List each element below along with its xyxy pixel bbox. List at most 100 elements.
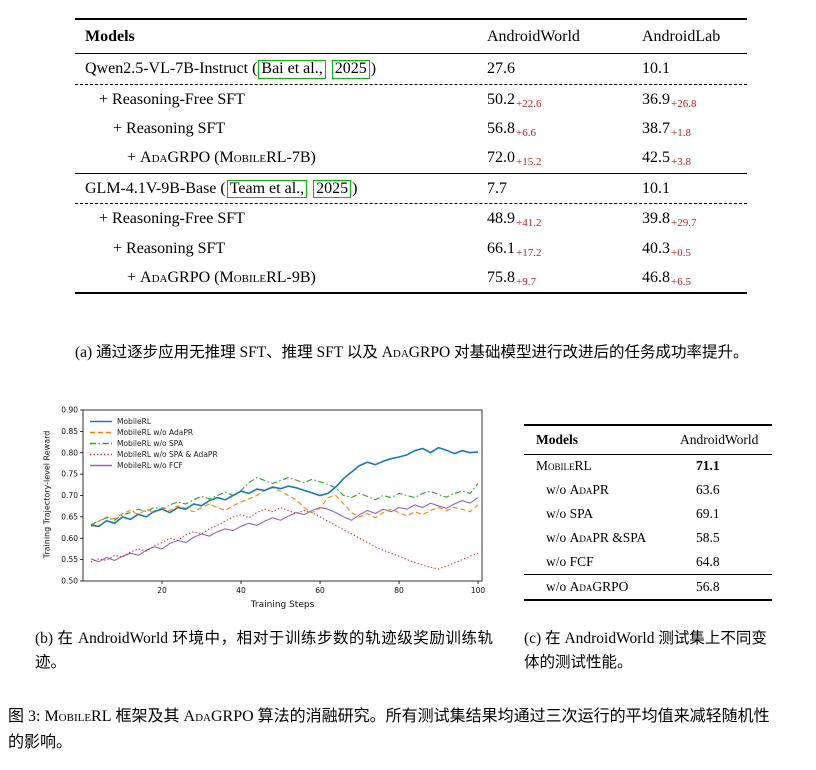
text-segment: + Reasoning SFT: [113, 239, 226, 257]
metric-value: 71.1: [696, 458, 720, 474]
text-segment: w/o: [546, 530, 570, 545]
table-row: Qwen2.5-VL-7B-Instruct (Bai et al., 2025…: [75, 54, 747, 84]
x-tick-label: 80: [394, 586, 404, 595]
text-segment: (a) 通过逐步应用无推理 SFT、推理 SFT 以及: [75, 344, 382, 361]
legend-line-sample: [90, 453, 112, 456]
model-label: + Reasoning SFT: [75, 119, 487, 138]
legend-item: MobileRL w/o SPA: [89, 438, 218, 449]
legend-item: MobileRL w/o SPA & AdaPR: [89, 449, 218, 460]
column-header-models: Models: [85, 28, 135, 45]
model-label: GLM-4.1V-9B-Base (Team et al., 2025): [75, 179, 487, 199]
column-header-androidlab: AndroidLab: [642, 28, 721, 45]
metric-cell: 27.6: [487, 59, 642, 78]
y-tick-label: 0.60: [61, 534, 78, 543]
citation-link[interactable]: Bai et al.,: [258, 60, 326, 79]
variant-label: w/o FCF: [524, 554, 680, 571]
x-tick-label: 100: [471, 586, 486, 595]
text-segment: Qwen2.5-VL-7B-Instruct (: [85, 60, 258, 78]
metric-value: 66.1: [487, 239, 515, 257]
metric-value: 72.0: [487, 149, 515, 167]
text-segment: 算法的消融研究。所有测试集结果均通过三次运行的平均值来减轻随机性的影响。: [8, 708, 770, 751]
text-segment: 图 3:: [8, 708, 45, 725]
text-segment: [327, 60, 331, 77]
citation-link[interactable]: Team et al.,: [226, 179, 308, 199]
text-segment: [308, 180, 312, 197]
metric-delta: +3.8: [671, 156, 691, 169]
metric-value: 46.8: [642, 268, 670, 286]
text-segment: 框架及其: [111, 708, 184, 725]
table-row: + Reasoning-Free SFT 48.9+41.2 39.8+29.7: [75, 204, 747, 233]
column-header-androidworld: AndroidWorld: [487, 28, 580, 45]
x-tick-label: 40: [236, 586, 246, 595]
citation-link[interactable]: 2025: [331, 60, 370, 79]
metric-cell: 10.1: [642, 179, 747, 198]
table-toprule: [524, 424, 772, 426]
metric-cell: 38.7+1.8: [642, 119, 747, 139]
reward-chart-plot: 0.50 0.55 0.60 0.65 0.70 0.75 0.80 0.85 0.90 20 40…: [61, 406, 486, 596]
metric-cell: 36.9+26.8: [642, 90, 747, 110]
metric-cell: 56.8+6.6: [487, 119, 642, 139]
table-a-body: Qwen2.5-VL-7B-Instruct (Bai et al., 2025…: [75, 54, 747, 292]
text-segment: AdaGRPO (MobileRL-7B): [140, 149, 316, 167]
metric-value: 7.7: [487, 179, 507, 197]
caption-a: (a) 通过逐步应用无推理 SFT、推理 SFT 以及 AdaGRPO 对基础模…: [75, 341, 751, 365]
metric-value: 42.5: [642, 149, 670, 167]
chart-legend: MobileRL MobileRL w/o AdaPR MobileRL w/o S…: [89, 416, 218, 471]
text-segment: 对基础模型进行改进后的任务成功率提升。: [450, 344, 749, 361]
metric-delta: +41.2: [516, 217, 542, 230]
metric-cell: 7.7: [487, 179, 642, 198]
variant-label: w/o SPA: [524, 506, 680, 523]
metric-value: 56.8: [487, 120, 515, 138]
model-label: Qwen2.5-VL-7B-Instruct (Bai et al., 2025…: [75, 59, 487, 79]
text-segment: MobileRL: [44, 708, 112, 725]
figure-caption: 图 3: MobileRL 框架及其 AdaGRPO 算法的消融研究。所有测试集…: [8, 704, 770, 755]
table-c-header: Models AndroidWorld: [524, 426, 772, 454]
text-segment: w/o FCF: [546, 553, 594, 569]
metric-value: 48.9: [487, 210, 515, 228]
citation-link[interactable]: 2025: [313, 179, 352, 199]
text-segment: AdaPR: [569, 530, 609, 545]
metric-cell: 66.1+17.2: [487, 239, 642, 259]
legend-label: MobileRL w/o AdaPR: [117, 428, 194, 437]
table-row: w/o FCF 64.8: [524, 550, 772, 574]
table-bottomrule: [524, 599, 772, 602]
text-segment: ): [370, 60, 377, 78]
y-tick-label: 0.80: [61, 448, 78, 457]
table-row: + AdaGRPO (MobileRL-7B) 72.0+15.2 42.5+3.8: [75, 143, 747, 172]
legend-item: MobileRL: [89, 416, 218, 427]
metric-delta: +17.2: [516, 246, 542, 259]
table-row: GLM-4.1V-9B-Base (Team et al., 2025) 7.7 1…: [75, 174, 747, 204]
model-label: + AdaGRPO (MobileRL-7B): [75, 148, 487, 167]
table-row: w/o AdaPR 63.6: [524, 479, 772, 503]
legend-label: MobileRL w/o SPA: [117, 439, 183, 448]
text-segment: w/o: [546, 578, 570, 594]
text-segment: + Reasoning-Free SFT: [99, 90, 245, 108]
legend-item: MobileRL w/o AdaPR: [89, 427, 218, 438]
metric-cell: 42.5+3.8: [642, 148, 747, 169]
series-line: [90, 476, 479, 526]
y-tick-label: 0.65: [61, 512, 78, 521]
metric-value: 36.9: [642, 90, 670, 108]
legend-label: MobileRL w/o SPA & AdaPR: [117, 450, 218, 459]
legend-label: MobileRL w/o FCF: [117, 461, 183, 470]
legend-line-sample: [90, 442, 112, 445]
text-segment: AdaGRPO: [569, 578, 629, 594]
legend-item: MobileRL w/o FCF: [89, 460, 218, 471]
metric-value: 50.2: [487, 90, 515, 108]
metric-value: 69.1: [696, 506, 720, 522]
text-segment: + Reasoning SFT: [113, 120, 226, 138]
text-segment: w/o: [546, 482, 570, 498]
series-line: [90, 446, 479, 528]
metric-cell: 39.8+29.7: [642, 209, 747, 229]
metric-value: 56.8: [696, 578, 720, 594]
table-c-body: MobileRL 71.1 w/o AdaPR 63.6 w/o SPA 69.1 w/o …: [524, 455, 772, 599]
metric-delta: +15.2: [516, 156, 542, 169]
y-axis-label: Training Trajectory-level Reward: [42, 430, 52, 559]
text-segment: &SPA: [608, 530, 647, 545]
caption-b: (b) 在 AndroidWorld 环境中，相对于训练步数的轨迹级奖励训练轨迹…: [35, 627, 493, 675]
y-tick-label: 0.70: [61, 491, 78, 500]
table-bottomrule: [75, 291, 747, 294]
metric-value: 27.6: [487, 60, 515, 78]
metric-value: 40.3: [642, 239, 670, 257]
variant-table: Models AndroidWorld MobileRL 71.1 w/o AdaP…: [524, 424, 772, 602]
